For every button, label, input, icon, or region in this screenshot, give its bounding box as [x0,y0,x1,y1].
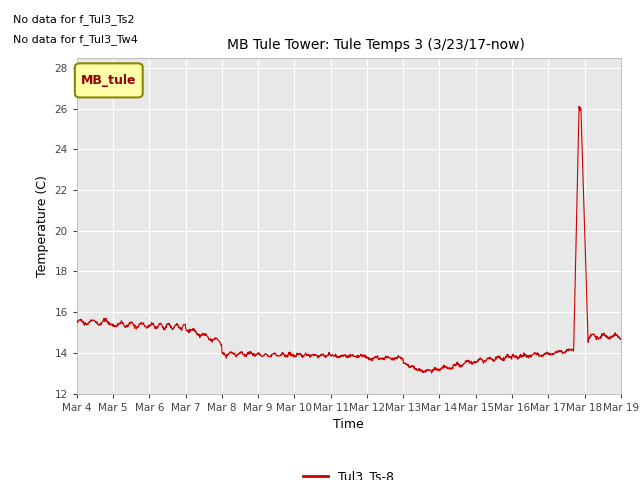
Text: No data for f_Tul3_Tw4: No data for f_Tul3_Tw4 [13,34,138,45]
Y-axis label: Temperature (C): Temperature (C) [36,175,49,276]
Legend: Tul3_Ts-8: Tul3_Ts-8 [298,465,399,480]
Title: MB Tule Tower: Tule Temps 3 (3/23/17-now): MB Tule Tower: Tule Temps 3 (3/23/17-now… [227,38,525,52]
Text: No data for f_Tul3_Ts2: No data for f_Tul3_Ts2 [13,14,134,25]
X-axis label: Time: Time [333,418,364,431]
Text: MB_tule: MB_tule [81,74,136,87]
